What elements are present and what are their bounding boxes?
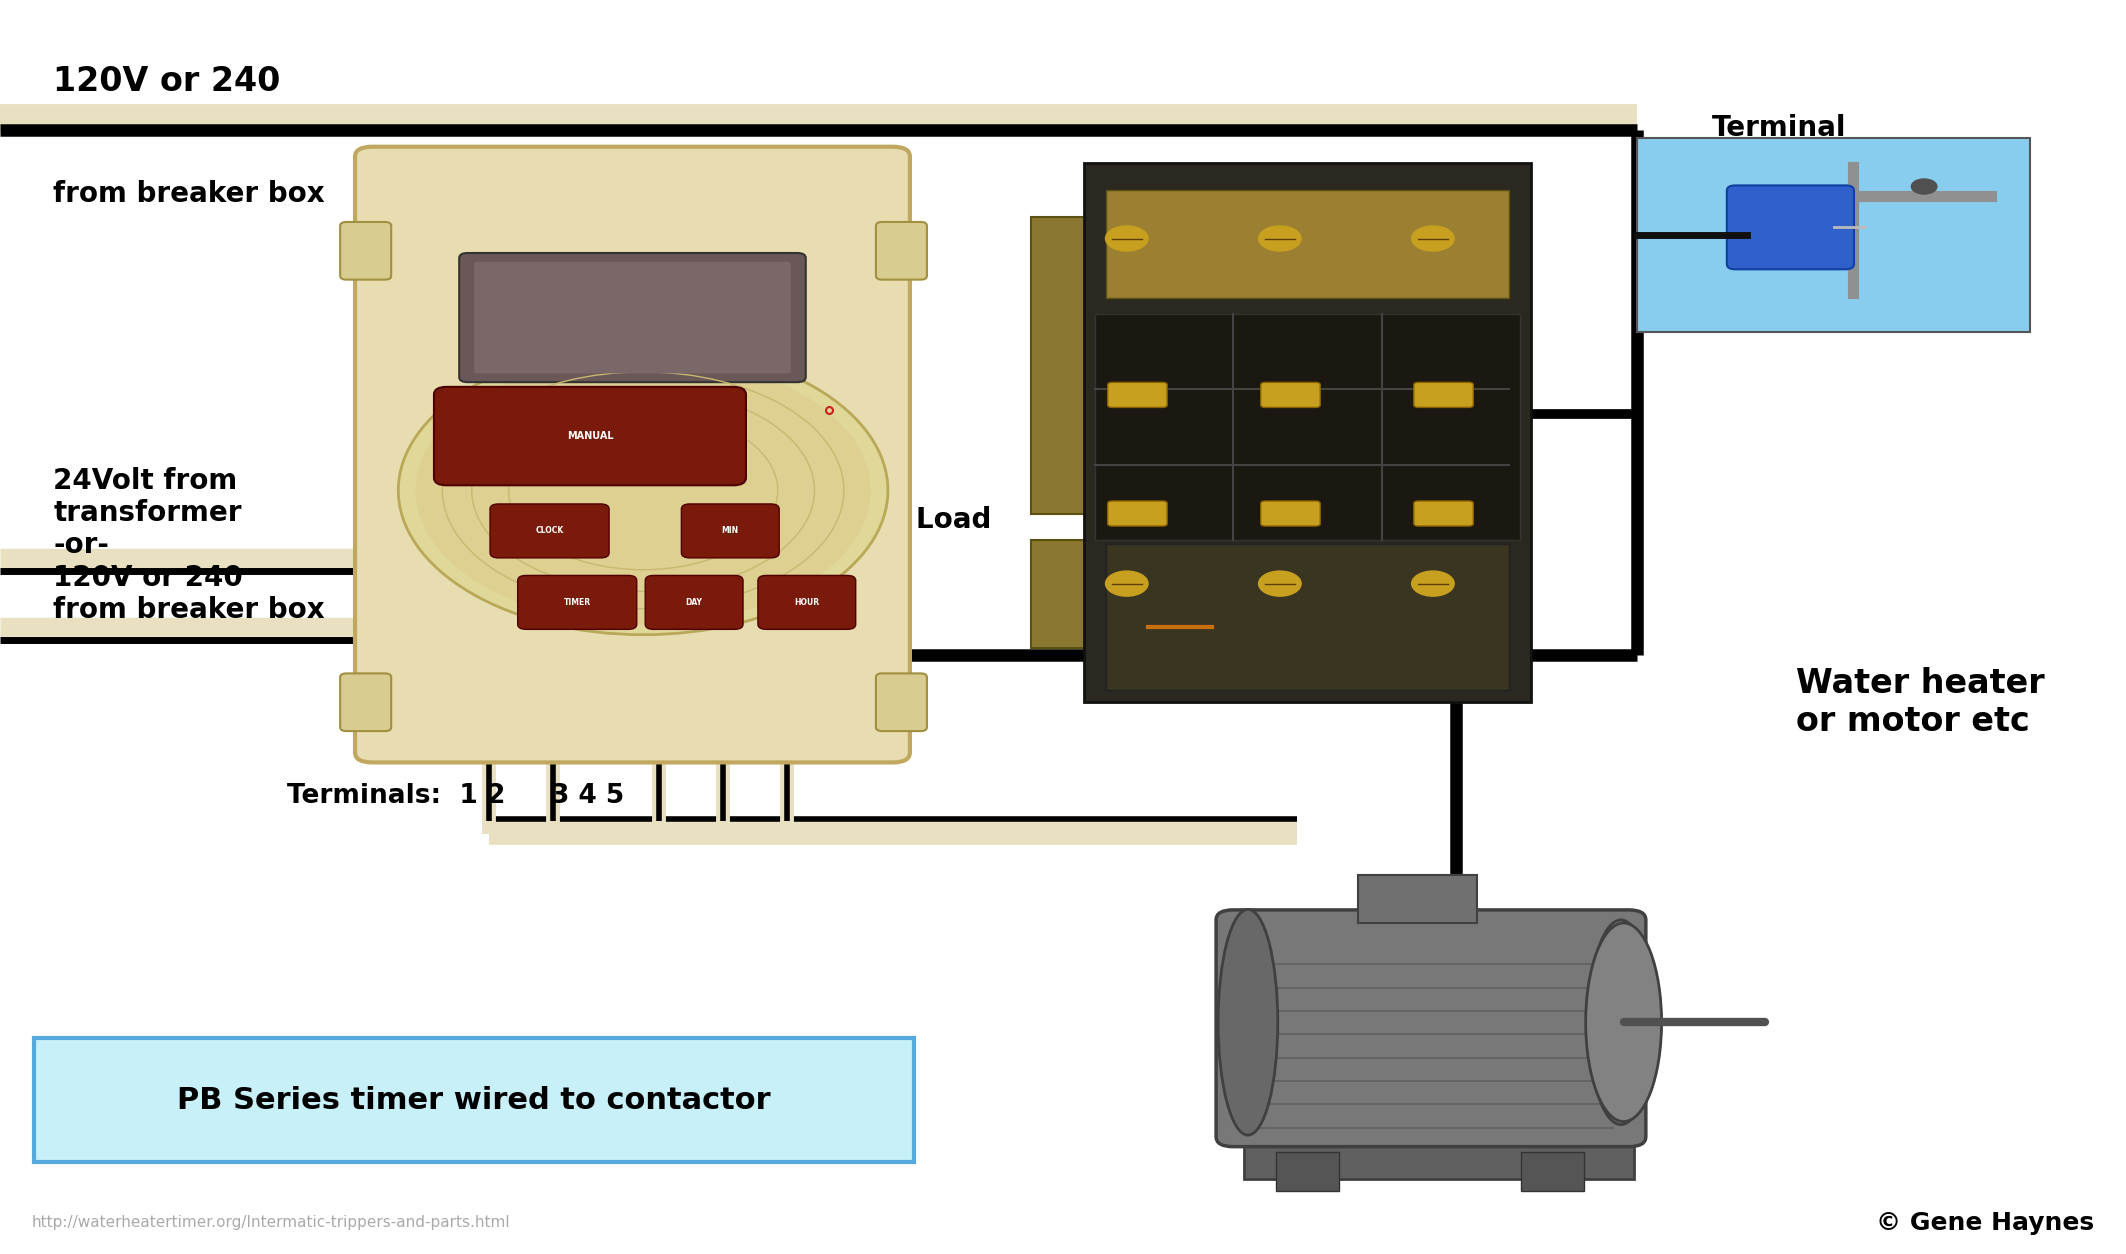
Bar [1031, 540, 1116, 648]
Text: © Gene Haynes: © Gene Haynes [1875, 1210, 2094, 1235]
Text: TIMER: TIMER [563, 598, 591, 607]
FancyBboxPatch shape [519, 576, 638, 630]
FancyBboxPatch shape [434, 386, 746, 485]
Ellipse shape [1588, 920, 1654, 1125]
Bar [1095, 314, 1520, 540]
Circle shape [1412, 226, 1454, 251]
FancyBboxPatch shape [340, 222, 391, 280]
Circle shape [1259, 571, 1301, 596]
Circle shape [415, 356, 872, 624]
Text: 120V or 240: 120V or 240 [53, 65, 281, 98]
Circle shape [1412, 571, 1454, 596]
Text: MANUAL: MANUAL [568, 431, 612, 441]
FancyBboxPatch shape [1414, 500, 1473, 527]
FancyBboxPatch shape [474, 262, 791, 374]
FancyBboxPatch shape [757, 576, 855, 630]
FancyBboxPatch shape [876, 222, 927, 280]
Text: from breaker box: from breaker box [53, 181, 325, 208]
Text: MIN: MIN [721, 527, 740, 535]
FancyBboxPatch shape [489, 504, 608, 558]
Text: HOUR: HOUR [795, 598, 819, 607]
Text: 24Volt from
transformer
-or-
120V or 240
from breaker box: 24Volt from transformer -or- 120V or 240… [53, 466, 325, 624]
FancyBboxPatch shape [355, 147, 910, 762]
FancyBboxPatch shape [1216, 910, 1646, 1146]
Text: Terminals:  1 2     3 4 5: Terminals: 1 2 3 4 5 [287, 784, 625, 809]
FancyBboxPatch shape [1414, 382, 1473, 408]
Text: Terminal
connections: Terminal connections [1711, 114, 1901, 174]
Text: To Load: To Load [872, 507, 991, 534]
Bar [1637, 138, 2030, 332]
Bar [1106, 189, 1509, 298]
Bar [1084, 163, 1531, 702]
FancyBboxPatch shape [680, 504, 778, 558]
Circle shape [1106, 226, 1148, 251]
Circle shape [1106, 571, 1148, 596]
FancyBboxPatch shape [876, 673, 927, 731]
FancyBboxPatch shape [1261, 500, 1320, 527]
Bar [1359, 875, 1478, 923]
Text: ON   AUTO   OFF: ON AUTO OFF [489, 390, 570, 400]
FancyBboxPatch shape [1108, 500, 1167, 527]
Bar [1106, 544, 1509, 690]
Circle shape [398, 346, 889, 635]
Ellipse shape [1218, 909, 1278, 1135]
Circle shape [1911, 179, 1937, 194]
FancyBboxPatch shape [1261, 382, 1320, 408]
Text: PB Series timer wired to contactor: PB Series timer wired to contactor [176, 1086, 772, 1115]
FancyBboxPatch shape [459, 253, 806, 382]
Text: DAY: DAY [687, 598, 702, 607]
FancyBboxPatch shape [646, 576, 744, 630]
Bar [1031, 217, 1116, 514]
Bar [1244, 1125, 1635, 1179]
FancyBboxPatch shape [1726, 186, 1854, 270]
FancyBboxPatch shape [1108, 382, 1167, 408]
Ellipse shape [1586, 923, 1663, 1121]
FancyBboxPatch shape [34, 1038, 914, 1162]
Text: CLOCK: CLOCK [536, 527, 563, 535]
Text: http://waterheatertimer.org/Intermatic-trippers-and-parts.html: http://waterheatertimer.org/Intermatic-t… [32, 1215, 510, 1230]
Bar [1520, 1152, 1584, 1191]
Circle shape [1259, 226, 1301, 251]
Text: Water heater
or motor etc: Water heater or motor etc [1796, 667, 2045, 737]
FancyBboxPatch shape [340, 673, 391, 731]
Bar [1276, 1152, 1339, 1191]
